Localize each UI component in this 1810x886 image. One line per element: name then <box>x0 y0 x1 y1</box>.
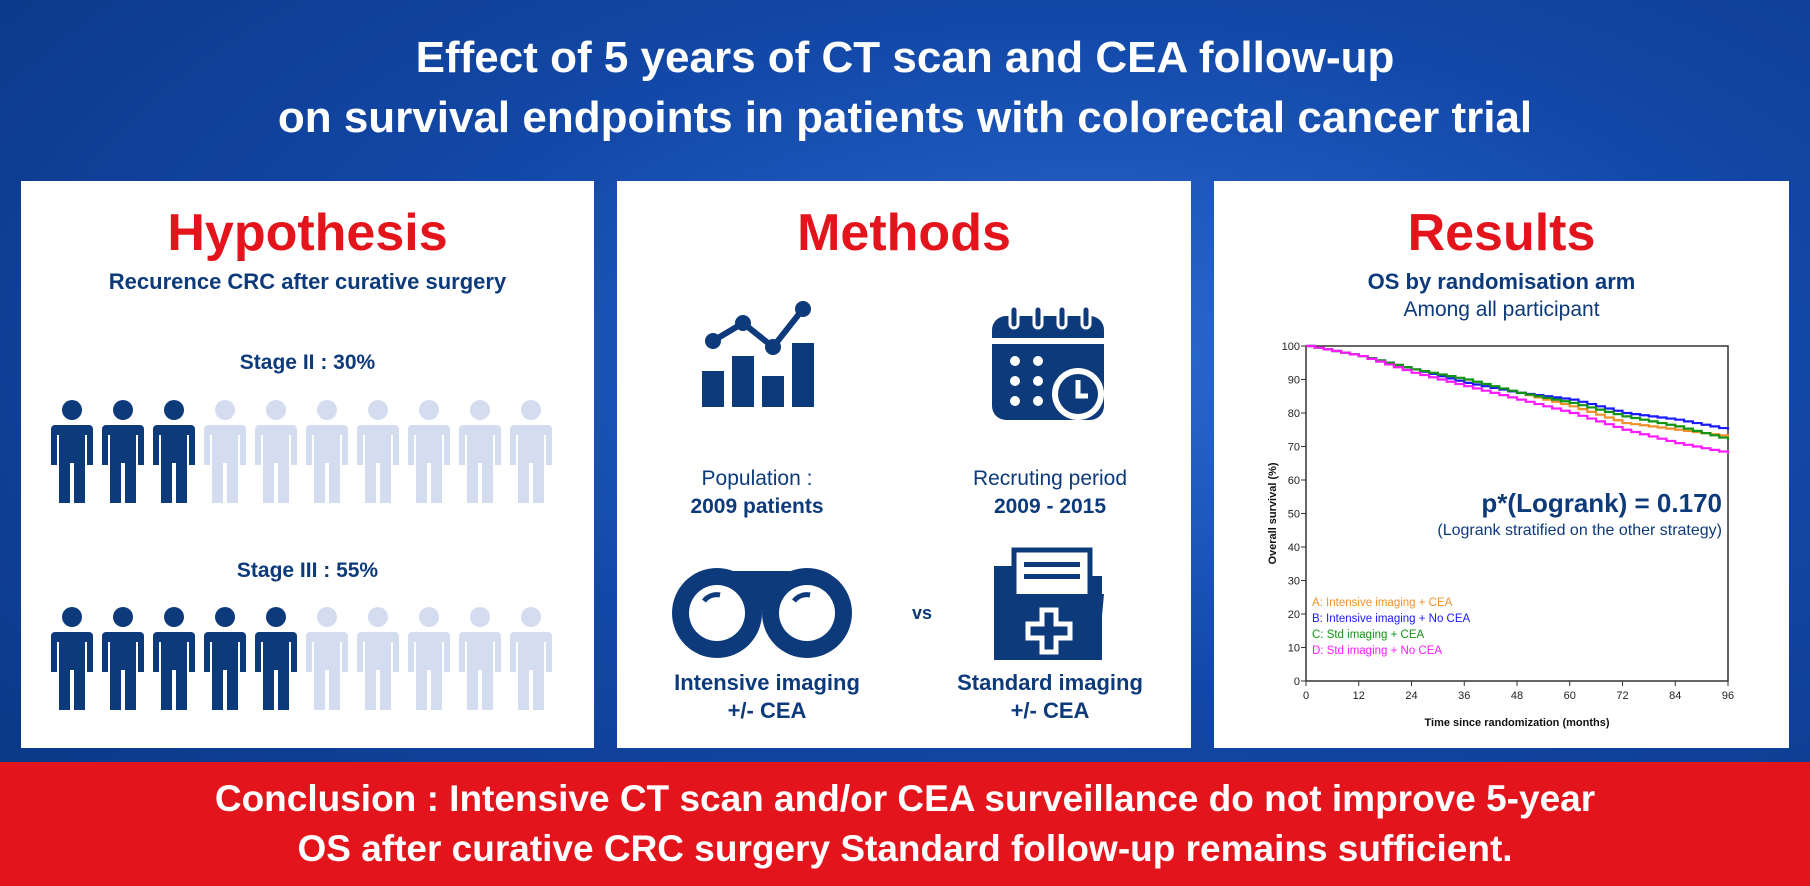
person-icon <box>153 400 195 503</box>
y-axis-label: Overall survival (%) <box>1267 462 1279 564</box>
person-icon <box>153 607 195 710</box>
person-icon <box>51 400 93 503</box>
y-tick-label: 90 <box>1288 375 1300 387</box>
recruiting-label: Recruting period <box>972 467 1128 490</box>
stage-3-people <box>51 606 552 710</box>
arm-standard-label: Standard imaging <box>957 670 1143 695</box>
person-icon <box>459 607 501 710</box>
x-tick-label: 12 <box>1353 690 1365 702</box>
x-tick-label: 48 <box>1511 690 1523 702</box>
binoculars-icon <box>672 568 852 658</box>
y-tick-label: 60 <box>1288 475 1300 487</box>
methods-heading: Methods <box>797 204 1011 262</box>
y-tick-label: 20 <box>1288 609 1300 621</box>
legend-entry: D: Std imaging + No CEA <box>1312 645 1442 657</box>
y-tick-label: 70 <box>1288 442 1300 454</box>
results-subtitle: OS by randomisation arm <box>1367 269 1636 294</box>
hypothesis-heading: Hypothesis <box>167 204 448 262</box>
medical-folder-icon <box>994 547 1104 660</box>
arm-intensive-value: +/- CEA <box>727 698 807 723</box>
arm-intensive-info: Intensive imaging +/- CEA <box>657 669 877 725</box>
x-axis-label: Time since randomization (months) <box>1425 717 1610 729</box>
recruiting-value: 2009 - 2015 <box>993 495 1107 518</box>
conclusion-line-1: Conclusion : Intensive CT scan and/or CE… <box>214 778 1596 819</box>
km-curve-c <box>1306 344 1730 440</box>
person-icon <box>306 400 348 503</box>
hypothesis-subtitle: Recurence CRC after curative surgery <box>108 269 507 294</box>
arm-standard-value: +/- CEA <box>1010 698 1090 723</box>
person-icon <box>255 607 297 710</box>
main-title: Effect of 5 years of CT scan and CEA fol… <box>0 28 1810 148</box>
y-tick-label: 100 <box>1282 341 1300 353</box>
results-heading: Results <box>1407 204 1596 262</box>
stage-2-people <box>51 399 552 503</box>
person-icon <box>459 400 501 503</box>
person-icon <box>357 400 399 503</box>
stage-3-label: Stage III : 55% <box>236 559 379 582</box>
arm-intensive-label: Intensive imaging <box>674 670 860 695</box>
x-tick-label: 84 <box>1669 690 1681 702</box>
results-subtitle-2: Among all participant <box>1403 298 1600 321</box>
y-tick-label: 0 <box>1294 676 1300 688</box>
x-tick-label: 72 <box>1616 690 1628 702</box>
conclusion-line-2: OS after curative CRC surgery Standard f… <box>297 828 1513 869</box>
bar-line-chart-icon <box>702 301 814 407</box>
title-line-1: Effect of 5 years of CT scan and CEA fol… <box>415 33 1395 82</box>
conclusion-banner: Conclusion : Intensive CT scan and/or CE… <box>0 762 1810 886</box>
legend-entry: A: Intensive imaging + CEA <box>1312 597 1453 609</box>
y-tick-label: 40 <box>1288 542 1300 554</box>
y-tick-label: 10 <box>1288 643 1300 655</box>
stage-2-label: Stage II : 30% <box>239 351 376 374</box>
person-icon <box>408 400 450 503</box>
person-icon <box>306 607 348 710</box>
title-line-2: on survival endpoints in patients with c… <box>277 93 1533 142</box>
legend-entry: C: Std imaging + CEA <box>1312 629 1425 641</box>
x-tick-label: 36 <box>1458 690 1470 702</box>
calendar-clock-icon <box>992 306 1104 420</box>
hypothesis-panel: Hypothesis Recurence CRC after curative … <box>21 181 594 748</box>
person-icon <box>255 400 297 503</box>
x-tick-label: 96 <box>1722 690 1734 702</box>
y-tick-label: 80 <box>1288 408 1300 420</box>
population-value: 2009 patients <box>690 495 824 518</box>
person-icon <box>510 400 552 503</box>
results-panel: Results OS by randomisation arm Among al… <box>1214 181 1789 748</box>
p-value: p*(Logrank) = 0.170 <box>1481 488 1722 518</box>
person-icon <box>510 607 552 710</box>
legend-entry: B: Intensive imaging + No CEA <box>1312 613 1471 625</box>
population-info: Population : 2009 patients <box>657 465 857 521</box>
km-survival-chart: 0 10 20 30 40 50 60 70 80 90 100 0 12 24 36 48 60 72 84 96 T… <box>1267 341 1734 729</box>
person-icon <box>357 607 399 710</box>
x-tick-label: 24 <box>1405 690 1417 702</box>
population-label: Population : <box>701 467 813 490</box>
x-tick-label: 60 <box>1564 690 1576 702</box>
p-value-note: (Logrank stratified on the other strateg… <box>1437 522 1722 539</box>
person-icon <box>102 400 144 503</box>
person-icon <box>204 400 246 503</box>
person-icon <box>204 607 246 710</box>
methods-panel: Methods Population : 2009 patients Recru… <box>617 181 1191 748</box>
y-tick-label: 50 <box>1288 509 1300 521</box>
vs-label: vs <box>911 603 933 623</box>
person-icon <box>102 607 144 710</box>
y-tick-label: 30 <box>1288 576 1300 588</box>
x-tick-label: 0 <box>1303 690 1309 702</box>
km-curve-d <box>1306 344 1730 454</box>
arm-standard-info: Standard imaging +/- CEA <box>940 669 1160 725</box>
person-icon <box>408 607 450 710</box>
recruiting-info: Recruting period 2009 - 2015 <box>950 465 1150 521</box>
person-icon <box>51 607 93 710</box>
